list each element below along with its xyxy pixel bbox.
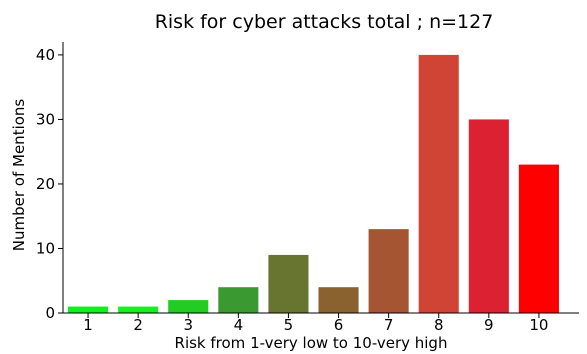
x-tick-label: 1 <box>83 316 93 334</box>
bar-2 <box>118 306 159 313</box>
x-tick-label: 8 <box>434 316 444 334</box>
x-tick-label: 10 <box>529 316 548 334</box>
x-axis-label: Risk from 1-very low to 10-very high <box>175 334 448 352</box>
chart-title: Risk for cyber attacks total ; n=127 <box>155 11 494 33</box>
x-tick-label: 3 <box>183 316 193 334</box>
bar-9 <box>468 119 509 314</box>
y-tick-label: 0 <box>45 304 55 322</box>
bar-5 <box>268 254 309 313</box>
bar-7 <box>368 229 409 313</box>
x-tick-label: 4 <box>234 316 244 334</box>
bar-8 <box>418 54 459 314</box>
x-tick-label: 7 <box>384 316 394 334</box>
x-tick-label: 6 <box>334 316 344 334</box>
x-tick-label: 9 <box>484 316 494 334</box>
bar-1 <box>68 306 109 313</box>
y-tick-label: 30 <box>36 110 55 128</box>
x-tick-label: 5 <box>284 316 294 334</box>
y-tick-label: 40 <box>36 46 55 64</box>
bar-10 <box>518 164 559 313</box>
x-tick-label: 2 <box>133 316 143 334</box>
y-tick-label: 20 <box>36 175 55 193</box>
y-tick-label: 10 <box>36 239 55 257</box>
plot-area: 0 10 20 30 40 1 2 3 4 5 6 7 8 9 10 <box>36 42 579 334</box>
bar-3 <box>168 300 209 313</box>
bar-4 <box>218 287 259 313</box>
y-axis-label: Number of Mentions <box>10 99 28 252</box>
bar-6 <box>318 287 359 313</box>
